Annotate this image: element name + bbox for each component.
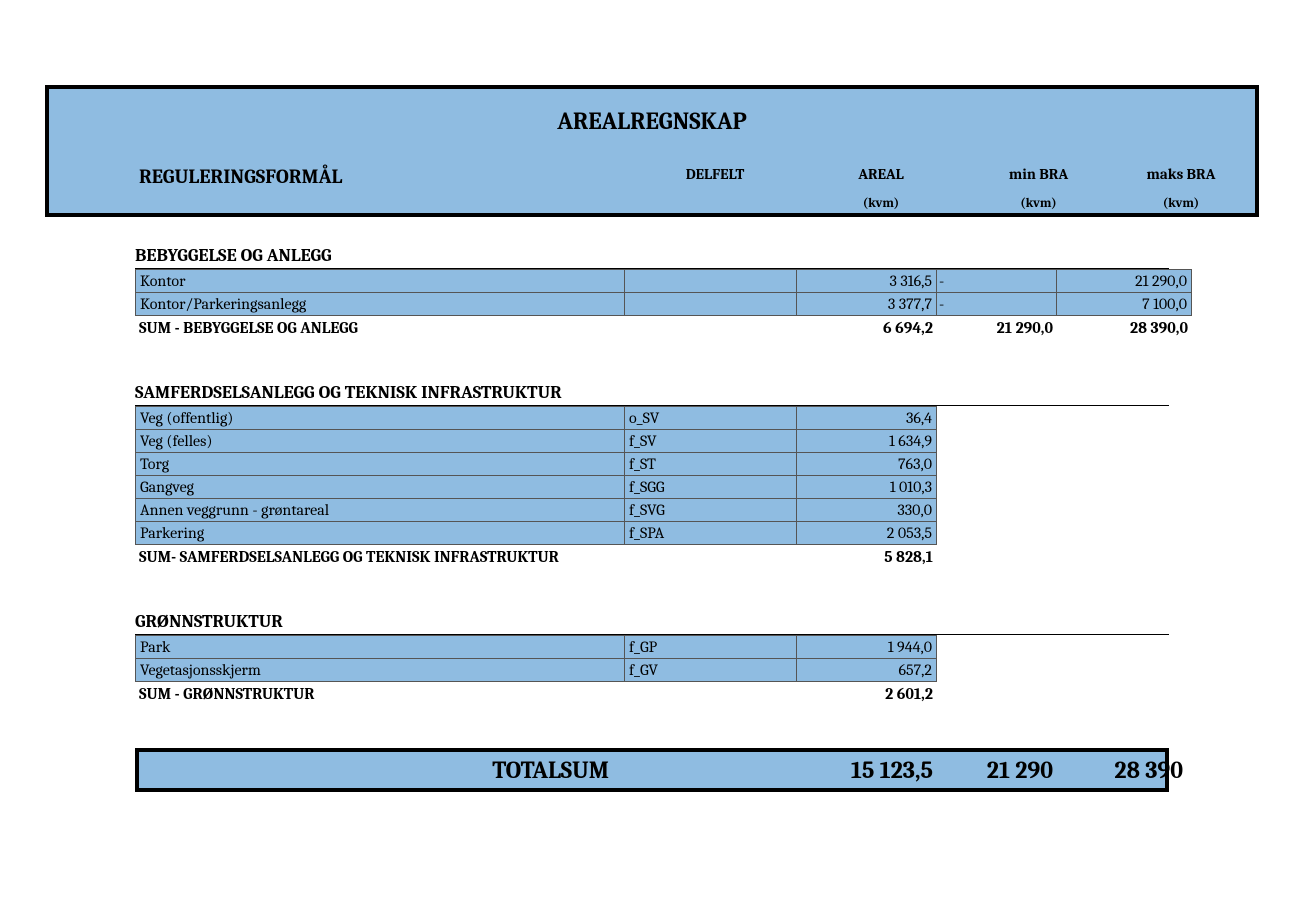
col-header-reguleringsformal: REGULERINGSFORMÅL bbox=[49, 165, 629, 188]
section-title: SAMFERDSELSANLEGG OG TEKNISK INFRASTRUKT… bbox=[135, 382, 1169, 406]
sum-label: SUM- SAMFERDSELSANLEGG OG TEKNISK INFRAS… bbox=[135, 545, 797, 569]
cell-delfelt: f_SGG bbox=[625, 476, 797, 499]
sum-min-bra: 21 290,0 bbox=[937, 316, 1057, 340]
page-title: AREALREGNSKAP bbox=[49, 89, 1255, 143]
page: AREALREGNSKAP REGULERINGSFORMÅL DELFELT … bbox=[0, 0, 1304, 832]
table-row: Parkeringf_SPA2 053,5 bbox=[135, 522, 1169, 545]
sum-row: SUM - BEBYGGELSE OG ANLEGG6 694,221 290,… bbox=[135, 316, 1169, 340]
cell-label: Torg bbox=[135, 453, 625, 476]
table-row: Vegetasjonsskjermf_GV657,2 bbox=[135, 659, 1169, 682]
table-row: Veg (offentlig)o_SV36,4 bbox=[135, 406, 1169, 430]
totalsum-box: TOTALSUM 15 123,5 21 290 28 390 bbox=[135, 748, 1169, 792]
cell-label: Vegetasjonsskjerm bbox=[135, 659, 625, 682]
section-title: GRØNNSTRUKTUR bbox=[135, 611, 1169, 635]
cell-min-bra: - bbox=[937, 293, 1057, 316]
cell-delfelt: f_ST bbox=[625, 453, 797, 476]
table-row: Parkf_GP1 944,0 bbox=[135, 635, 1169, 659]
table-row: Torgf_ST763,0 bbox=[135, 453, 1169, 476]
unit-row: (kvm) (kvm) (kvm) bbox=[49, 188, 1255, 213]
totalsum-maks: 28 390 bbox=[1059, 756, 1189, 784]
cell-label: Veg (felles) bbox=[135, 430, 625, 453]
col-header-areal: AREAL bbox=[801, 165, 961, 188]
cell-areal: 3 377,7 bbox=[797, 293, 937, 316]
sum-row: SUM - GRØNNSTRUKTUR2 601,2 bbox=[135, 682, 1169, 706]
cell-delfelt: o_SV bbox=[625, 406, 797, 430]
cell-label: Annen veggrunn - grøntareal bbox=[135, 499, 625, 522]
section: BEBYGGELSE OG ANLEGGKontor3 316,5-21 290… bbox=[135, 245, 1169, 340]
totalsum-label: TOTALSUM bbox=[139, 756, 639, 784]
table-row: Annen veggrunn - grøntarealf_SVG330,0 bbox=[135, 499, 1169, 522]
totalsum-min: 21 290 bbox=[939, 756, 1059, 784]
cell-delfelt: f_SVG bbox=[625, 499, 797, 522]
cell-delfelt bbox=[625, 269, 797, 293]
col-header-maks-bra: maks BRA bbox=[1116, 165, 1246, 188]
cell-areal: 1 010,3 bbox=[797, 476, 937, 499]
cell-label: Kontor bbox=[135, 269, 625, 293]
sum-areal: 5 828,1 bbox=[797, 545, 937, 569]
section: GRØNNSTRUKTURParkf_GP1 944,0Vegetasjonss… bbox=[135, 611, 1169, 706]
totalsum-areal: 15 123,5 bbox=[639, 756, 939, 784]
cell-delfelt: f_SPA bbox=[625, 522, 797, 545]
cell-delfelt bbox=[625, 293, 797, 316]
header-box: AREALREGNSKAP REGULERINGSFORMÅL DELFELT … bbox=[45, 85, 1259, 217]
sum-label: SUM - BEBYGGELSE OG ANLEGG bbox=[135, 316, 797, 340]
section: SAMFERDSELSANLEGG OG TEKNISK INFRASTRUKT… bbox=[135, 382, 1169, 569]
cell-delfelt: f_GP bbox=[625, 635, 797, 659]
sum-areal: 6 694,2 bbox=[797, 316, 937, 340]
sum-areal: 2 601,2 bbox=[797, 682, 937, 706]
cell-delfelt: f_GV bbox=[625, 659, 797, 682]
cell-areal: 1 634,9 bbox=[797, 430, 937, 453]
cell-label: Veg (offentlig) bbox=[135, 406, 625, 430]
cell-areal: 1 944,0 bbox=[797, 635, 937, 659]
cell-delfelt: f_SV bbox=[625, 430, 797, 453]
sum-maks-bra: 28 390,0 bbox=[1057, 316, 1192, 340]
unit-maks: (kvm) bbox=[1116, 196, 1246, 211]
cell-areal: 657,2 bbox=[797, 659, 937, 682]
col-header-delfelt: DELFELT bbox=[629, 165, 801, 188]
cell-label: Park bbox=[135, 635, 625, 659]
sum-row: SUM- SAMFERDSELSANLEGG OG TEKNISK INFRAS… bbox=[135, 545, 1169, 569]
unit-min: (kvm) bbox=[961, 196, 1116, 211]
col-header-min-bra: min BRA bbox=[961, 165, 1116, 188]
header-columns: REGULERINGSFORMÅL DELFELT AREAL min BRA … bbox=[49, 143, 1255, 188]
cell-maks-bra: 7 100,0 bbox=[1057, 293, 1192, 316]
table-row: Gangvegf_SGG1 010,3 bbox=[135, 476, 1169, 499]
cell-areal: 2 053,5 bbox=[797, 522, 937, 545]
section-title: BEBYGGELSE OG ANLEGG bbox=[135, 245, 1169, 269]
table-row: Kontor3 316,5-21 290,0 bbox=[135, 269, 1169, 293]
table-row: Veg (felles)f_SV1 634,9 bbox=[135, 430, 1169, 453]
cell-min-bra: - bbox=[937, 269, 1057, 293]
cell-label: Parkering bbox=[135, 522, 625, 545]
unit-areal: (kvm) bbox=[801, 196, 961, 211]
cell-label: Gangveg bbox=[135, 476, 625, 499]
cell-areal: 763,0 bbox=[797, 453, 937, 476]
cell-areal: 330,0 bbox=[797, 499, 937, 522]
cell-label: Kontor/Parkeringsanlegg bbox=[135, 293, 625, 316]
sum-label: SUM - GRØNNSTRUKTUR bbox=[135, 682, 797, 706]
content: BEBYGGELSE OG ANLEGGKontor3 316,5-21 290… bbox=[45, 245, 1259, 706]
cell-areal: 36,4 bbox=[797, 406, 937, 430]
table-row: Kontor/Parkeringsanlegg3 377,7-7 100,0 bbox=[135, 293, 1169, 316]
cell-maks-bra: 21 290,0 bbox=[1057, 269, 1192, 293]
cell-areal: 3 316,5 bbox=[797, 269, 937, 293]
